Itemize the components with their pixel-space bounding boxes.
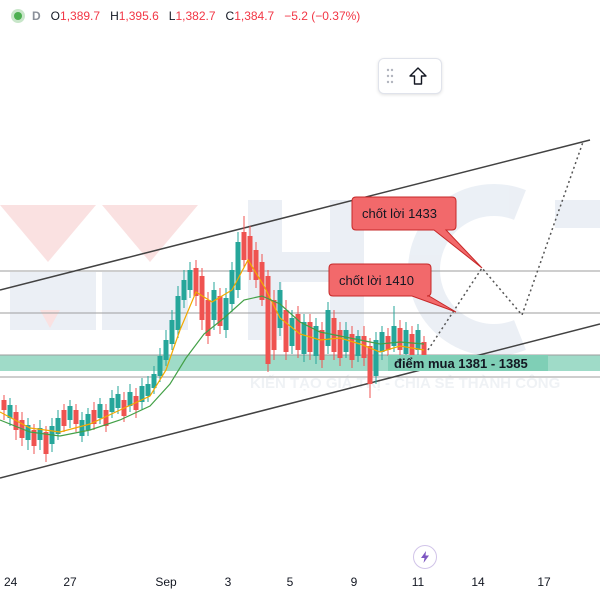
candle-body — [217, 296, 223, 326]
candle-body — [343, 330, 349, 352]
callout-target-1433-text: chốt lời 1433 — [362, 206, 437, 221]
candle-body — [235, 242, 241, 290]
candle-body — [301, 322, 307, 354]
candle-body — [187, 270, 193, 290]
candle-body — [31, 430, 37, 446]
arrow-up-icon[interactable] — [401, 59, 435, 93]
candle-body — [175, 296, 181, 330]
candle-body — [85, 414, 91, 430]
channel-lower-line[interactable] — [0, 323, 600, 479]
ohlc-legend: D O1,389.7 H1,395.6 L1,382.7 C1,384.7 −5… — [4, 6, 360, 26]
lightning-icon[interactable] — [413, 545, 437, 569]
candle-body — [379, 332, 385, 352]
close-value: C1,384.7 — [225, 9, 275, 23]
candle-body — [277, 290, 283, 328]
candle-body — [145, 384, 151, 396]
moving-averages-layer — [0, 258, 425, 437]
candle-body — [181, 280, 187, 300]
resolution-label[interactable]: D — [32, 9, 41, 23]
open-value: O1,389.7 — [50, 9, 101, 23]
ma-slow-line — [0, 295, 425, 437]
candle-body — [241, 232, 247, 260]
candle-body — [115, 394, 121, 408]
candle-body — [205, 300, 211, 336]
candle-body — [349, 334, 355, 360]
candle-body — [409, 334, 415, 356]
candle-body — [283, 310, 289, 352]
candle-body — [325, 310, 331, 346]
candle-body — [157, 356, 163, 376]
status-dot-icon — [14, 12, 22, 20]
forecast-path[interactable] — [427, 141, 584, 351]
callout-target-1433[interactable]: chốt lời 1433 — [351, 196, 483, 269]
candle-body — [253, 250, 259, 280]
x-axis-tick-5: 5 — [287, 575, 294, 589]
candle-body — [337, 330, 343, 358]
candle-body — [109, 398, 115, 412]
floating-toolbar[interactable] — [378, 58, 442, 94]
candle-body — [247, 236, 253, 272]
candle-body — [103, 410, 109, 426]
candle-body — [7, 405, 13, 418]
candle-body — [211, 290, 217, 320]
buy-zone-label[interactable]: điểm mua 1381 - 1385 — [388, 355, 548, 371]
candle-body — [229, 270, 235, 304]
x-axis-tick-9: 9 — [351, 575, 358, 589]
low-value: L1,382.7 — [168, 9, 216, 23]
candle-body — [415, 330, 421, 350]
callout-target-1410[interactable]: chốt lời 1410 — [328, 263, 457, 313]
x-axis[interactable]: 24 27 Sep 3 5 9 11 14 17 — [4, 575, 551, 589]
candle-body — [73, 410, 79, 424]
buy-zone-text: điểm mua 1381 - 1385 — [394, 356, 528, 371]
candle-body — [373, 340, 379, 376]
candle-body — [67, 406, 73, 420]
x-axis-tick-11: 11 — [412, 575, 425, 589]
candle-body — [97, 404, 103, 418]
candle-body — [79, 420, 85, 436]
candle-body — [199, 276, 205, 320]
candle-body — [361, 336, 367, 358]
candle-body — [271, 300, 277, 350]
candle-body — [367, 346, 373, 384]
candle-body — [163, 340, 169, 360]
candle-body — [91, 410, 97, 424]
candle-body — [43, 432, 49, 454]
ma-fast-line — [0, 258, 425, 433]
candle-body — [265, 276, 271, 364]
candle-body — [25, 425, 31, 440]
candle-body — [319, 330, 325, 360]
candle-body — [193, 268, 199, 296]
candle-body — [313, 326, 319, 356]
candle-body — [55, 418, 61, 434]
x-axis-tick-24: 24 — [4, 575, 18, 589]
candle-body — [223, 298, 229, 330]
candle-body — [61, 410, 67, 426]
x-axis-tick-3: 3 — [225, 575, 232, 589]
high-value: H1,395.6 — [110, 9, 159, 23]
candle-body — [259, 262, 265, 300]
candle-body — [1, 400, 7, 410]
x-axis-tick-17: 17 — [537, 575, 551, 589]
watermark-logo: KIẾN TẠO GIÁ TRỊ - CHIA SẺ THÀNH CÔNG — [0, 184, 600, 392]
x-axis-tick-27: 27 — [63, 575, 77, 589]
candle-body — [397, 328, 403, 350]
candle-body — [127, 392, 133, 406]
candle-body — [151, 374, 157, 388]
candle-body — [289, 318, 295, 346]
x-axis-tick-Sep: Sep — [155, 575, 177, 589]
candle-body — [169, 320, 175, 344]
channel-upper-line[interactable] — [0, 139, 591, 291]
callout-target-1410-text: chốt lời 1410 — [339, 273, 414, 288]
candle-body — [391, 326, 397, 346]
candle-body — [355, 336, 361, 356]
drag-grip-icon[interactable] — [379, 59, 401, 93]
change-value: −5.2 (−0.37%) — [284, 9, 361, 23]
candle-body — [37, 428, 43, 440]
candle-body — [139, 386, 145, 402]
watermark-slogan: KIẾN TẠO GIÁ TRỊ - CHIA SẺ THÀNH CÔNG — [250, 374, 560, 392]
x-axis-tick-14: 14 — [471, 575, 485, 589]
